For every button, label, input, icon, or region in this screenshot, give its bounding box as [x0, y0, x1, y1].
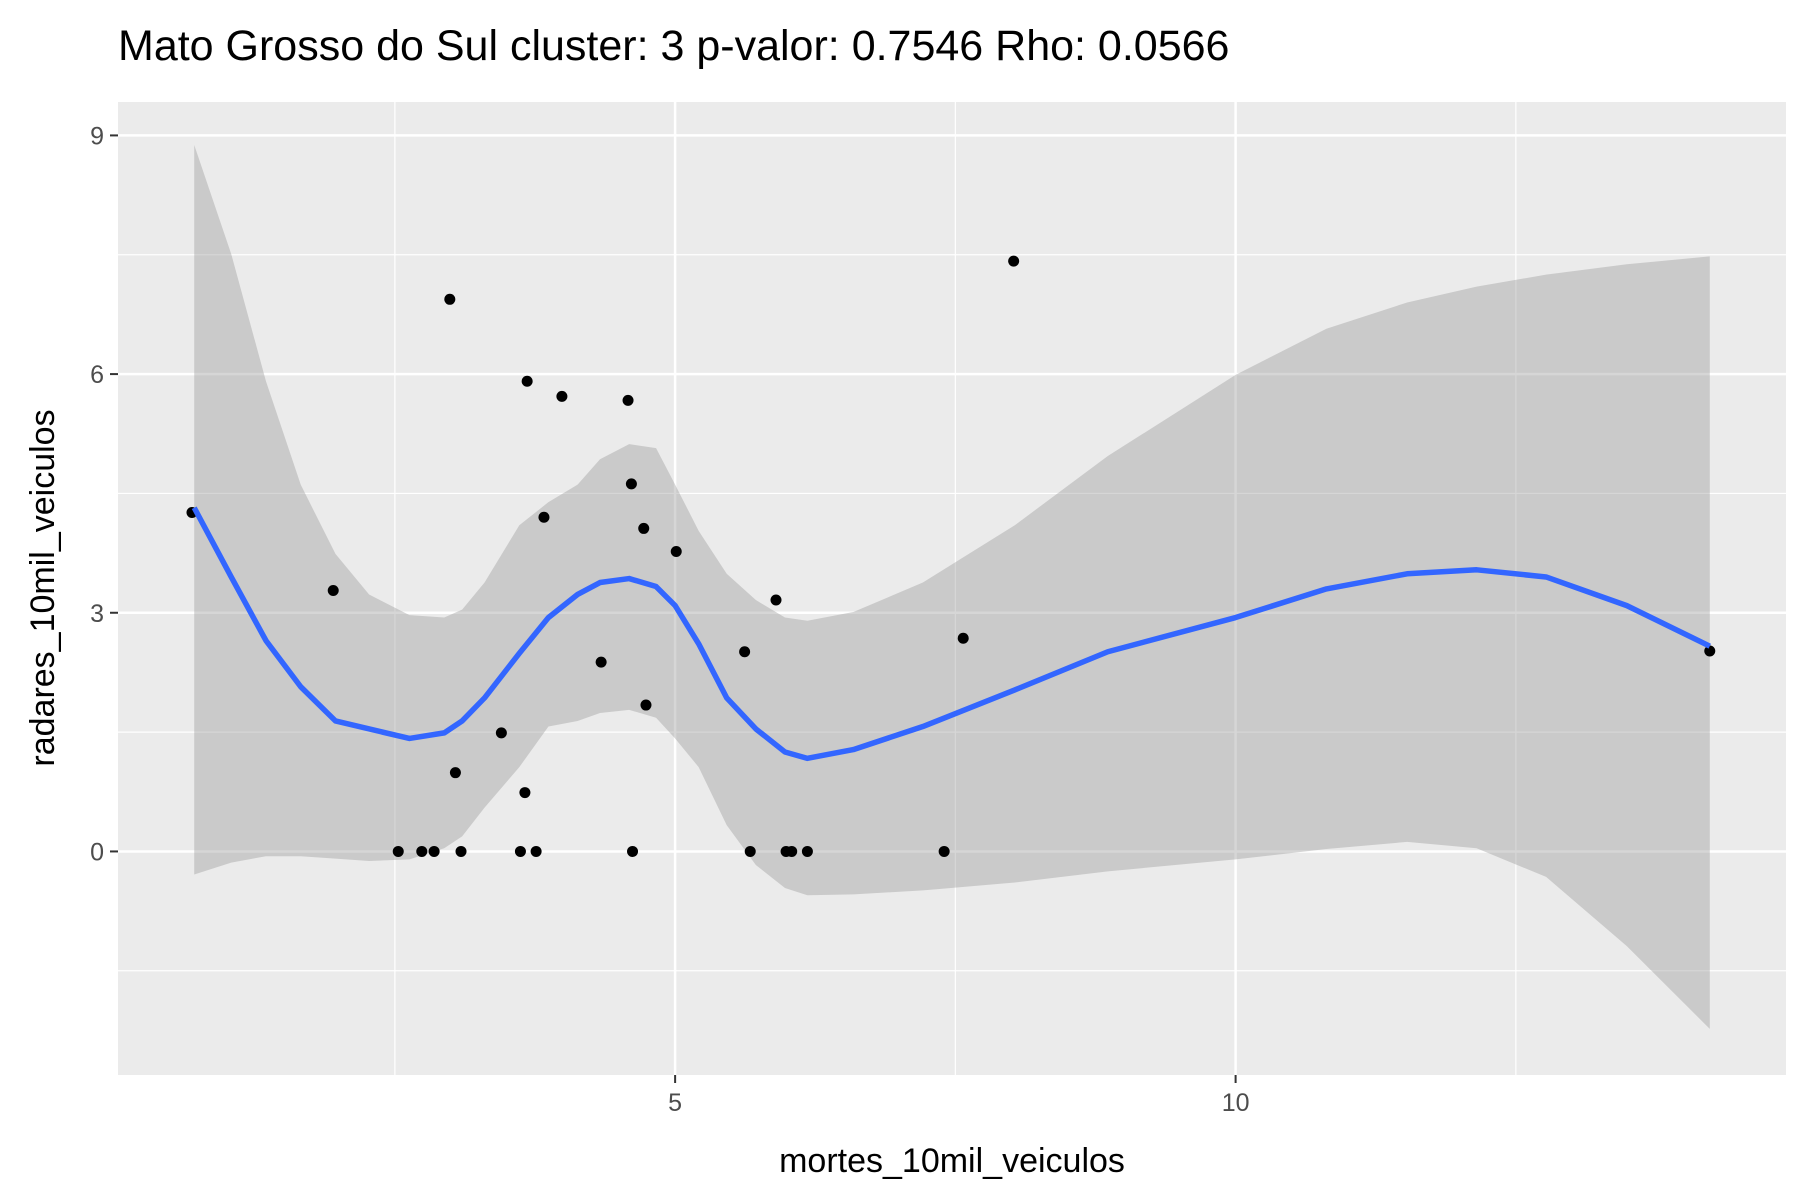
- data-point: [638, 522, 650, 534]
- y-tick-label: 6: [90, 361, 104, 389]
- data-point: [801, 845, 813, 857]
- data-point: [1008, 255, 1020, 267]
- data-point: [556, 390, 568, 402]
- data-point: [627, 845, 639, 857]
- x-axis-title: mortes_10mil_veiculos: [779, 1142, 1125, 1180]
- data-point: [455, 845, 467, 857]
- data-point: [392, 845, 404, 857]
- y-tick-label: 0: [90, 838, 104, 866]
- x-tick-label: 10: [1222, 1089, 1250, 1117]
- data-point: [770, 594, 782, 606]
- x-tick-label: 5: [668, 1089, 682, 1117]
- data-point: [495, 727, 507, 739]
- data-point: [957, 632, 969, 644]
- data-point: [521, 375, 533, 387]
- data-point: [739, 646, 751, 658]
- data-point: [428, 845, 440, 857]
- chart-title: Mato Grosso do Sul cluster: 3 p-valor: 0…: [118, 22, 1229, 70]
- data-point: [514, 845, 526, 857]
- data-point: [625, 478, 637, 490]
- data-point: [538, 511, 550, 523]
- y-axis-title: radares_10mil_veiculos: [24, 409, 62, 766]
- data-point: [622, 394, 634, 406]
- data-point: [449, 767, 461, 779]
- data-point: [1704, 645, 1716, 657]
- confidence-band: [194, 144, 1710, 1029]
- data-point: [670, 546, 682, 558]
- data-point: [595, 656, 607, 668]
- smooth-line: [191, 506, 1711, 762]
- data-point: [416, 845, 428, 857]
- data-point: [327, 584, 339, 596]
- data-point: [640, 699, 652, 711]
- data-point: [444, 293, 456, 305]
- data-point: [519, 787, 531, 799]
- y-tick-label: 9: [90, 122, 104, 150]
- y-tick-label: 3: [90, 600, 104, 628]
- data-point: [530, 845, 542, 857]
- panel-background: [118, 102, 1786, 1075]
- data-point: [744, 845, 756, 857]
- data-point: [786, 845, 798, 857]
- data-point: [938, 845, 950, 857]
